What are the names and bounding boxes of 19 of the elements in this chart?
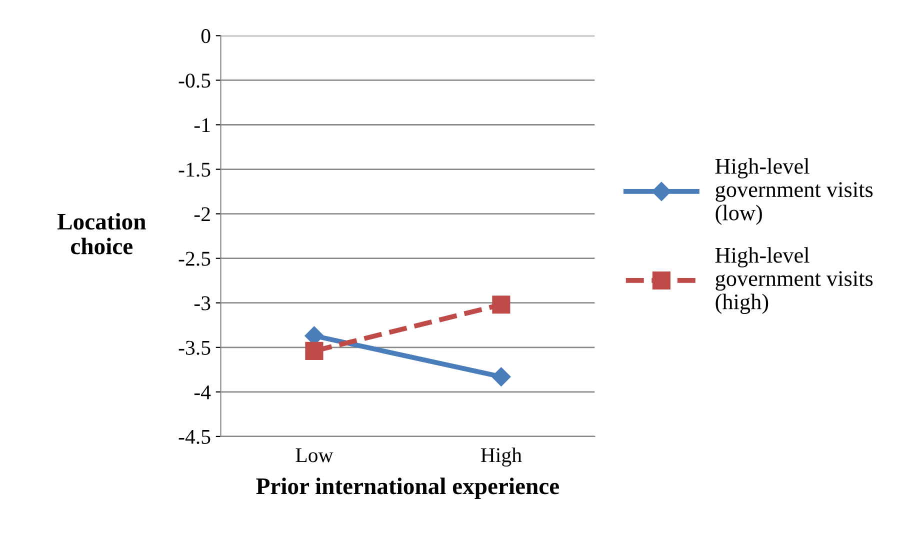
legend-label: High-level government visits (low) <box>715 158 873 225</box>
x-tick-label: Low <box>296 448 334 462</box>
y-tick-label: -3 <box>194 296 210 310</box>
y-tick-label: -4 <box>194 385 211 400</box>
y-tick-label: -2.5 <box>178 252 210 266</box>
y-tick-label: -3.5 <box>178 340 210 355</box>
y-tick-label: 0 <box>201 29 210 44</box>
point <box>305 342 324 360</box>
y-tick-label: -4.5 <box>178 430 210 444</box>
y-tick-label: -1.5 <box>178 162 210 177</box>
x-tick-label: High <box>480 448 522 467</box>
x-axis-title: Prior international experience <box>256 478 559 500</box>
y-axis-title: Location choice <box>57 213 146 254</box>
y-tick-label: -1 <box>194 118 210 132</box>
y-tick-label: -0.5 <box>178 74 210 88</box>
legend-label: High-level government visits (high) <box>715 247 873 314</box>
point <box>492 367 511 386</box>
y-tick-label: -2 <box>194 207 210 222</box>
point <box>492 296 510 314</box>
